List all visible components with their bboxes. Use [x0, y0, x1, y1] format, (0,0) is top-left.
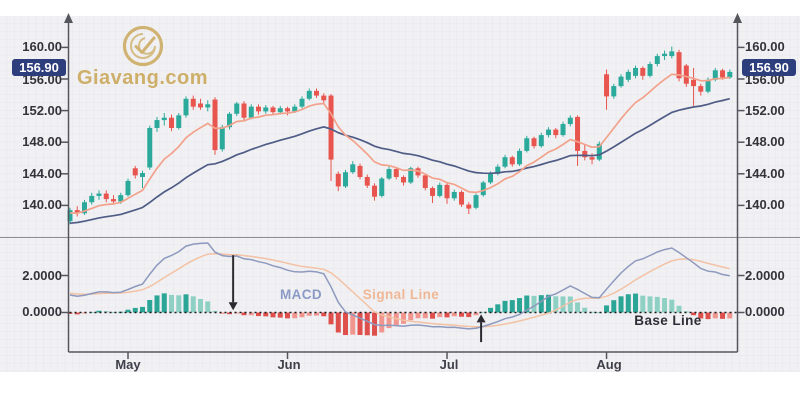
x-axis-label-aug: Aug: [596, 357, 622, 372]
price-fast-ma-line: [69, 73, 730, 214]
base-line-label: Base Line: [634, 313, 702, 328]
current-price-badge-left: 156.90: [12, 59, 66, 76]
left-axis-arrowhead: [64, 13, 73, 23]
macd-histogram: [67, 293, 733, 336]
axes: [61, 13, 745, 359]
signal-line-label: Signal Line: [362, 287, 440, 302]
right-axis-arrowhead: [733, 13, 742, 23]
macd-line: [69, 242, 730, 330]
giavang-logo-icon: [122, 25, 164, 67]
x-axis-label-jun: Jun: [277, 357, 301, 372]
up-arrow-annotation: [476, 314, 486, 343]
down-arrow-annotation: [228, 255, 238, 311]
macd-line-label: MACD: [279, 287, 323, 302]
watermark-text: Giavang.com: [76, 67, 209, 89]
signal-line: [69, 252, 730, 328]
current-price-badge-right: 156.90: [742, 59, 796, 76]
x-axis-label-jul: Jul: [439, 357, 459, 372]
price-slow-ma-line: [69, 97, 731, 225]
x-axis-label-may: May: [115, 357, 141, 372]
price-panel-candles: [67, 46, 733, 225]
